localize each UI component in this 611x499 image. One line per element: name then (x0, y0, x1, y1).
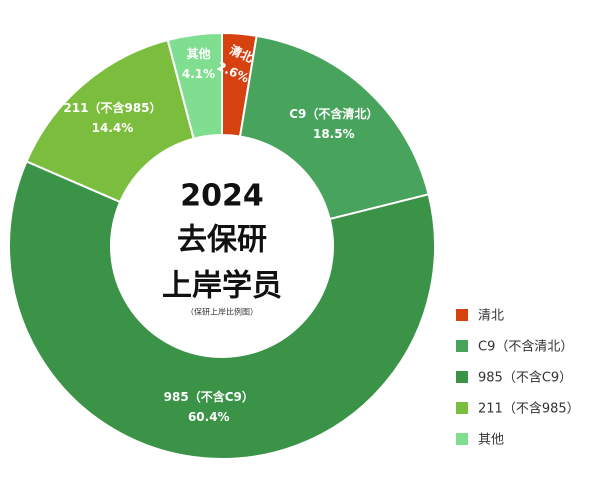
slice-label-5: 其他 4.1% (182, 46, 215, 81)
donut-slices (8, 31, 436, 460)
legend-label-4: 211（不含985） (478, 401, 580, 417)
legend-label-1: 清北 (478, 309, 504, 324)
slice-label-5-line-2: 4.1% (182, 67, 215, 81)
slice-label-4-line-1: 211（不含985） (63, 100, 161, 115)
legend-swatch-5 (456, 433, 468, 445)
center-title-line-1: 2024 (180, 179, 264, 214)
slice-label-3-line-1: 985（不含C9） (164, 389, 254, 404)
slice-label-4-line-2: 14.4% (92, 121, 134, 135)
slice-label-5-line-1: 其他 (186, 46, 210, 61)
slice-label-3-line-2: 60.4% (188, 410, 230, 424)
legend-label-5: 其他 (478, 433, 504, 448)
legend-label-3: 985（不含C9） (478, 370, 572, 386)
legend-swatch-2 (456, 340, 468, 352)
legend-label-2: C9（不含清北） (478, 339, 573, 355)
center-title-line-3: 上岸学员 (162, 269, 282, 304)
slice-label-2-line-2: 18.5% (313, 127, 355, 141)
slice-label-3: 985（不含C9） 60.4% (164, 389, 254, 424)
legend-swatch-3 (456, 371, 468, 383)
slice-label-2: C9（不含清北） 18.5% (289, 106, 378, 141)
legend-swatch-1 (456, 309, 468, 321)
donut-hole (111, 135, 333, 357)
donut-center: 2024 去保研 上岸学员 （保研上岸比例图） (111, 135, 333, 357)
slice-label-4: 211（不含985） 14.4% (63, 100, 161, 135)
center-note: （保研上岸比例图） (186, 307, 258, 317)
slice-label-2-line-1: C9（不含清北） (289, 106, 378, 121)
legend-swatch-4 (456, 402, 468, 414)
center-title-line-2: 去保研 (177, 223, 267, 258)
legend: 清北 C9（不含清北） 985（不含C9） 211（不含985） 其他 (456, 309, 580, 448)
